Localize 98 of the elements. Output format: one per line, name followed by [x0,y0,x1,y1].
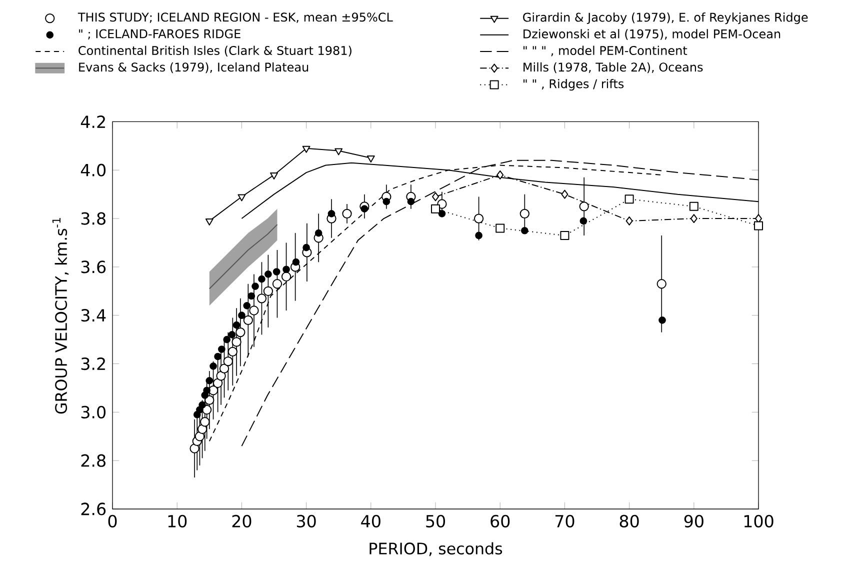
point [281,272,292,282]
point [438,210,446,218]
x-tick-label: 20 [232,514,252,528]
x-tick-label: 90 [684,514,704,528]
point [232,321,240,329]
y-tick-label: 2.6 [81,502,106,516]
point [282,266,290,274]
point [198,401,206,409]
y-tick-label: 4.2 [80,115,105,128]
point [302,146,310,153]
x-tick-label: 30 [296,514,316,528]
legend-label: THIS STUDY; ICELAND REGION - ESK, mean ±95%CL [78,12,393,23]
point [496,170,504,180]
point [314,229,322,237]
point [249,306,259,316]
point [407,198,415,206]
point [228,346,238,356]
legend-label: " " , Ridges / rifts [524,78,624,91]
y-axis-title: GROUP VELOCITY, km.s$^{-1}$ [52,218,69,414]
point [248,292,256,300]
point [690,214,698,224]
legend-label: Dziewonski et al (1975), model PEM-Ocean [524,29,780,40]
x-tick-label: 50 [426,514,446,528]
point [197,424,208,434]
x-tick-label: 40 [361,514,380,528]
point [520,208,530,219]
point [214,352,222,360]
point [243,302,251,310]
point [243,315,253,326]
point [212,378,223,388]
y-tick-label: 4.0 [80,164,106,176]
point [382,198,390,206]
point [223,356,233,366]
point [292,258,300,266]
point [270,172,278,180]
point [334,148,343,156]
point [205,218,214,226]
legend-label: Continental British Isles (Clark & Stuart 1981) [78,46,352,56]
point [272,268,280,276]
x-tick-label: 80 [620,514,639,528]
y-tick-label: 3.6 [81,260,106,274]
point [236,327,246,338]
point [238,194,246,202]
point [561,190,568,199]
x-tick-label: 10 [168,514,187,528]
point [216,371,226,381]
point [656,279,666,289]
legend-label: Evans & Sacks (1979), Iceland Plateau [79,62,308,74]
point [238,312,246,320]
point [258,275,266,283]
point [475,232,482,240]
point [579,202,589,212]
point [252,282,259,290]
legend-label: Girardin & Jacoby (1979), E. of Reykjanes Ridge [523,12,808,24]
y-tick-label: 2.8 [81,454,106,467]
x-tick-label: 100 [744,514,774,528]
point [210,362,217,370]
point [474,214,484,224]
point [689,202,698,211]
y-tick-label: 3.4 [81,309,106,322]
point [360,205,368,213]
point [203,386,210,394]
x-tick-label: 70 [555,514,574,528]
point [432,192,440,202]
point [228,331,236,338]
point [232,337,242,347]
point [658,316,666,324]
point [520,226,528,234]
point [431,204,440,214]
point [223,336,231,344]
legend-label: " " " , model PEM-Continent [524,46,688,56]
point [328,210,336,218]
point [624,194,634,204]
point [218,346,226,353]
point [200,417,210,427]
point [219,364,230,374]
point [580,217,588,225]
point [302,244,310,252]
y-tick-label: 3.0 [81,406,106,418]
point [560,230,570,240]
legend-label: " ; ICELAND-FAROES RIDGE [79,29,240,40]
point [366,156,375,163]
x-axis-title: PERIOD, seconds [370,542,502,556]
legend-label: Mills (1978, Table 2A), Oceans [524,62,703,74]
point [206,377,214,384]
point [342,208,352,219]
point [263,286,274,296]
x-tick-label: 0 [108,514,117,528]
x-tick-label: 60 [490,514,510,528]
y-tick-label: 3.8 [81,212,106,225]
point [264,270,272,278]
point [256,294,267,304]
line-series [208,224,278,290]
point [272,279,282,289]
point [626,216,633,226]
point [496,224,505,233]
point [754,221,764,230]
y-tick-label: 3.2 [81,357,105,370]
